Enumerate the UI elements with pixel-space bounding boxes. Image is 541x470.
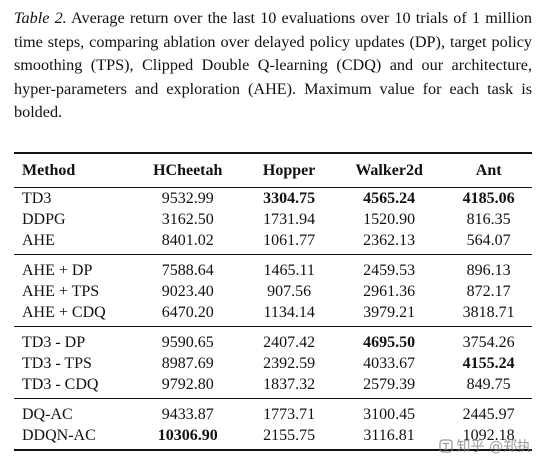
header-ant: Ant xyxy=(475,162,502,179)
walker2d-cell: 3979.21 xyxy=(363,304,416,321)
hcheetah-cell: 9792.80 xyxy=(161,376,214,393)
walker2d-cell: 2961.36 xyxy=(363,283,416,300)
hopper-cell: 1731.94 xyxy=(263,211,316,228)
method-cell: AHE + DP xyxy=(14,254,130,281)
walker2d-cell: 2459.53 xyxy=(332,254,446,281)
hopper-cell: 1773.71 xyxy=(245,398,333,425)
watermark-text: 知乎 @郑执 xyxy=(456,439,531,455)
caption-lead: Table 2. xyxy=(14,9,67,27)
hcheetah-cell: 9433.87 xyxy=(130,398,246,425)
table-row: AHE 8401.02 1061.77 2362.13 564.07 xyxy=(14,230,532,255)
ant-cell: 1092.18 xyxy=(445,425,532,451)
ant-cell: 3818.71 xyxy=(462,304,515,321)
walker2d-cell: 4695.50 xyxy=(332,326,446,353)
hopper-cell: 1134.14 xyxy=(263,304,315,321)
table-row: TD3 9532.99 3304.75 4565.24 4185.06 xyxy=(14,188,532,210)
method-cell: DQ-AC xyxy=(14,398,130,425)
walker2d-cell: 2579.39 xyxy=(363,376,416,393)
method-cell: AHE xyxy=(22,232,55,249)
walker2d-cell: 3116.81 xyxy=(332,425,446,451)
walker2d-cell: 3100.45 xyxy=(332,398,446,425)
header-row: Method HCheetah Hopper Walker2d Ant xyxy=(14,153,532,188)
zhihu-logo-icon xyxy=(438,439,453,453)
hopper-cell: 1465.11 xyxy=(245,254,333,281)
ant-cell: 564.07 xyxy=(466,232,511,249)
table-group-baselines: TD3 9532.99 3304.75 4565.24 4185.06 DDPG 3162.… xyxy=(14,188,532,255)
watermark: 知乎 @郑执 xyxy=(438,436,531,456)
hcheetah-cell: 3162.50 xyxy=(161,211,214,228)
hopper-cell: 1061.77 xyxy=(263,232,316,249)
table-header: Method HCheetah Hopper Walker2d Ant xyxy=(14,153,532,188)
ant-cell: 3754.26 xyxy=(445,326,532,353)
hopper-cell: 2392.59 xyxy=(263,355,316,372)
walker2d-cell: 4565.24 xyxy=(363,190,416,207)
table-row: AHE + DP 7588.64 1465.11 2459.53 896.13 xyxy=(14,254,532,281)
walker2d-cell: 1520.90 xyxy=(363,211,416,228)
ant-cell: 849.75 xyxy=(466,376,511,393)
header-hcheetah: HCheetah xyxy=(153,162,223,179)
hcheetah-cell: 7588.64 xyxy=(130,254,246,281)
method-cell: DDPG xyxy=(22,211,66,228)
table-caption: Table 2. Average return over the last 10… xyxy=(14,7,532,125)
hcheetah-cell: 9532.99 xyxy=(161,190,214,207)
walker2d-cell: 2362.13 xyxy=(363,232,416,249)
hopper-cell: 2407.42 xyxy=(245,326,333,353)
caption-text: Average return over the last 10 evaluati… xyxy=(14,9,533,122)
method-cell: TD3 xyxy=(22,190,52,207)
method-cell: AHE + TPS xyxy=(22,283,100,300)
table-row: AHE + CDQ 6470.20 1134.14 3979.21 3818.71 xyxy=(14,302,532,327)
ant-cell: 896.13 xyxy=(445,254,532,281)
table-row: DQ-AC 9433.87 1773.71 3100.45 2445.97 xyxy=(14,398,532,425)
table-row: TD3 - TPS 8987.69 2392.59 4033.67 4155.24 xyxy=(14,353,532,374)
method-cell: AHE + CDQ xyxy=(22,304,106,321)
ant-cell: 872.17 xyxy=(466,283,511,300)
header-walker2d: Walker2d xyxy=(355,162,423,179)
walker2d-cell: 4033.67 xyxy=(363,355,416,372)
ant-cell: 4155.24 xyxy=(462,355,515,372)
method-cell: TD3 - TPS xyxy=(22,355,92,372)
table-group-td3-ablation: TD3 - DP 9590.65 2407.42 4695.50 3754.26 TD3 … xyxy=(14,326,532,399)
table-row: TD3 - CDQ 9792.80 1837.32 2579.39 849.75 xyxy=(14,374,532,399)
header-hopper: Hopper xyxy=(262,162,316,179)
hcheetah-cell: 8401.02 xyxy=(161,232,214,249)
hcheetah-cell: 9023.40 xyxy=(161,283,214,300)
hopper-cell: 1837.32 xyxy=(263,376,316,393)
hopper-cell: 3304.75 xyxy=(263,190,316,207)
ant-cell: 2445.97 xyxy=(445,398,532,425)
table-row: DDQN-AC 10306.90 2155.75 3116.81 1092.18 xyxy=(14,425,532,451)
method-cell: DDQN-AC xyxy=(14,425,130,451)
method-cell: TD3 - CDQ xyxy=(22,376,99,393)
hopper-cell: 907.56 xyxy=(267,283,312,300)
hcheetah-cell: 8987.69 xyxy=(161,355,214,372)
ant-cell: 4185.06 xyxy=(462,190,515,207)
hcheetah-cell: 10306.90 xyxy=(130,425,246,451)
header-method: Method xyxy=(22,162,76,179)
results-table: Method HCheetah Hopper Walker2d Ant TD3 9… xyxy=(14,152,532,451)
method-cell: TD3 - DP xyxy=(14,326,130,353)
table-group-double-q: DQ-AC 9433.87 1773.71 3100.45 2445.97 DDQN-AC… xyxy=(14,398,532,451)
table-row: TD3 - DP 9590.65 2407.42 4695.50 3754.26 xyxy=(14,326,532,353)
table-group-ahe-ablation: AHE + DP 7588.64 1465.11 2459.53 896.13 AHE +… xyxy=(14,254,532,327)
hopper-cell: 2155.75 xyxy=(245,425,333,451)
hcheetah-cell: 6470.20 xyxy=(161,304,214,321)
table-row: AHE + TPS 9023.40 907.56 2961.36 872.17 xyxy=(14,281,532,302)
hcheetah-cell: 9590.65 xyxy=(130,326,246,353)
table-row: DDPG 3162.50 1731.94 1520.90 816.35 xyxy=(14,209,532,230)
ant-cell: 816.35 xyxy=(466,211,511,228)
